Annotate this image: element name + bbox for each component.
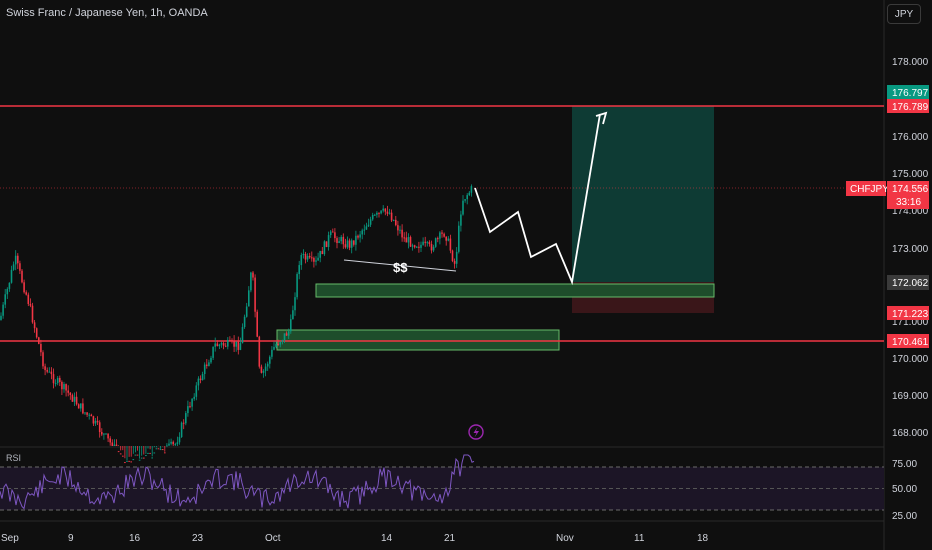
time-tick: 16: [129, 533, 141, 544]
svg-text:171.223: 171.223: [892, 309, 929, 320]
time-tick: Sep: [1, 533, 19, 544]
projection-arrowhead: [595, 111, 608, 125]
price-tick: 171.000: [892, 317, 929, 328]
time-tick: 9: [68, 533, 74, 544]
target-price-tag: 176.797: [887, 85, 929, 99]
projection-path[interactable]: [474, 113, 601, 286]
current-price-tag: 174.556 33:16: [887, 181, 929, 209]
price-tick: 175.000: [892, 169, 929, 180]
rsi-axis: 75.00 50.00 25.00: [892, 459, 917, 522]
demand-zone-lower[interactable]: [276, 329, 560, 351]
price-tick: 170.000: [892, 354, 929, 365]
svg-text:CHFJPY: CHFJPY: [850, 184, 889, 195]
price-tick: 174.000: [892, 206, 929, 217]
time-tick: Nov: [556, 533, 574, 544]
rsi-tick: 50.00: [892, 484, 917, 495]
demand-zone-upper[interactable]: [315, 283, 715, 298]
time-axis[interactable]: Sep 9 16 23 Oct 14 21 Nov 11 18: [1, 533, 709, 544]
resistance-price-tag: 176.789: [887, 99, 929, 113]
rsi-tick: 75.00: [892, 459, 917, 470]
svg-text:176.789: 176.789: [892, 102, 929, 113]
entry-price-tag: 172.062: [887, 275, 929, 290]
svg-text:174.556: 174.556: [892, 184, 929, 195]
stop-price-tag: 171.223: [887, 306, 929, 320]
bar-countdown: 33:16: [896, 197, 921, 208]
time-tick: 23: [192, 533, 204, 544]
support-price-tag: 170.461: [887, 334, 929, 348]
liquidity-trendline[interactable]: [343, 259, 457, 272]
symbol-tag: CHFJPY: [846, 181, 889, 196]
svg-text:170.461: 170.461: [892, 337, 929, 348]
svg-text:176.797: 176.797: [892, 88, 929, 99]
price-tick: 169.000: [892, 391, 929, 402]
price-candles: [0, 184, 473, 464]
chart-title: Swiss Franc / Japanese Yen, 1h, OANDA: [6, 7, 208, 19]
price-tick: 168.000: [892, 428, 929, 439]
time-tick: 11: [634, 533, 645, 544]
currency-button[interactable]: JPY: [887, 4, 921, 24]
time-tick: 14: [381, 533, 393, 544]
rsi-line: [0, 454, 475, 510]
time-tick: 21: [444, 533, 456, 544]
price-tick: 173.000: [892, 244, 929, 255]
rsi-tick: 25.00: [892, 511, 917, 522]
target-zone[interactable]: [572, 106, 714, 282]
time-tick: Oct: [265, 533, 281, 544]
time-tick: 18: [697, 533, 709, 544]
svg-text:172.062: 172.062: [892, 278, 929, 289]
price-tick: 176.000: [892, 132, 929, 143]
liquidity-label: $$: [393, 260, 408, 275]
price-axis[interactable]: 178.000 176.000 175.000 174.000 173.000 …: [892, 57, 929, 439]
lightning-icon[interactable]: [468, 424, 484, 440]
price-tick: 178.000: [892, 57, 929, 68]
rsi-label: RSI: [6, 453, 22, 463]
